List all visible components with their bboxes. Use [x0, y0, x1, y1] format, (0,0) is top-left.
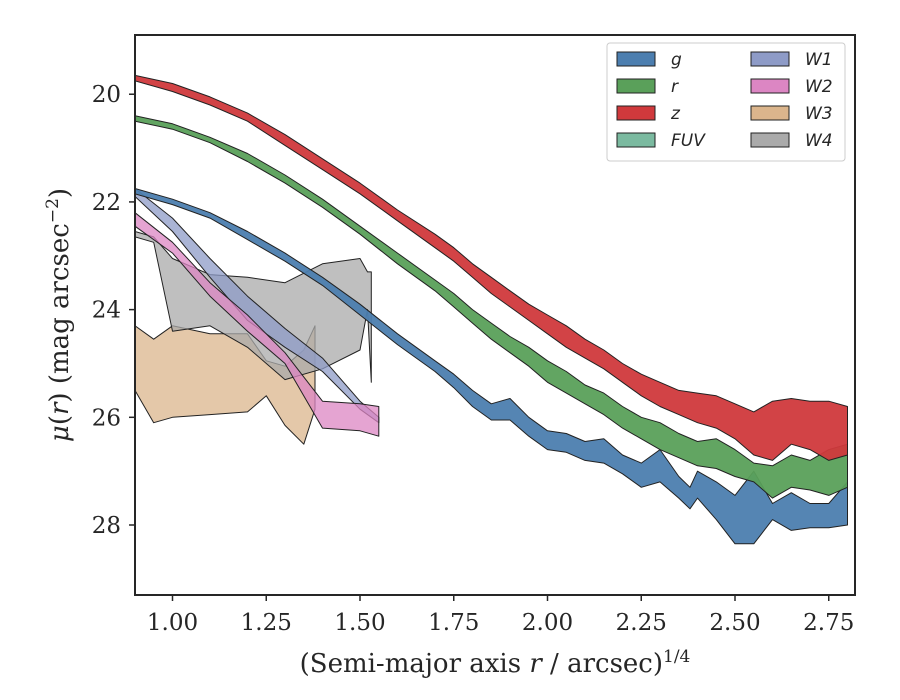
y-axis-ticks: 20 22 24 26 28: [92, 82, 135, 539]
band-z: [135, 74, 848, 461]
legend-label-r: r: [671, 77, 679, 97]
legend-label-z: z: [670, 104, 681, 124]
legend-label-g: g: [671, 50, 682, 70]
legend-swatch-w4: [750, 132, 790, 148]
legend-label-w1: W1: [805, 50, 833, 70]
legend-swatch-w2: [750, 78, 790, 94]
y-tick-label: 26: [92, 405, 121, 431]
x-axis-label: (Semi-major axis r / arcsec)1/4: [300, 647, 691, 679]
legend-swatch-w3: [750, 105, 790, 121]
legend-swatch-fuv: [616, 132, 656, 148]
x-tick-label: 1.25: [241, 610, 292, 636]
y-tick-label: 28: [92, 513, 121, 539]
band-r: [135, 115, 848, 499]
x-tick-label: 1.75: [428, 610, 479, 636]
legend-swatch-w1: [750, 51, 790, 67]
x-tick-label: 2.00: [522, 610, 573, 636]
y-tick-label: 20: [92, 82, 121, 108]
legend-swatch-r: [616, 78, 656, 94]
x-tick-label: 2.75: [803, 610, 854, 636]
legend-swatch-z: [616, 105, 656, 121]
x-tick-label: 1.00: [147, 610, 198, 636]
y-axis-label: μ(r) (mag arcsec−2): [43, 188, 75, 442]
legend-label-fuv: FUV: [671, 131, 706, 151]
legend-frame: [606, 42, 846, 162]
y-tick-label: 24: [92, 298, 121, 324]
y-tick-label: 22: [92, 190, 121, 216]
x-tick-label: 2.50: [709, 610, 760, 636]
legend-label-w4: W4: [805, 131, 833, 151]
legend-label-w2: W2: [805, 77, 833, 97]
band-w2: [135, 212, 380, 437]
x-tick-label: 2.25: [616, 610, 667, 636]
band-g: [135, 188, 848, 545]
legend-swatch-g: [616, 51, 656, 67]
plot-frame: [134, 34, 856, 596]
series-bands: [135, 74, 848, 545]
legend: g W1 r W2 z W3 FUV W4: [606, 42, 846, 162]
x-tick-label: 1.50: [334, 610, 385, 636]
legend-label-w3: W3: [805, 104, 833, 124]
x-axis-ticks: 1.00 1.25 1.50 1.75 2.00 2.25 2.50 2.75: [147, 595, 854, 636]
